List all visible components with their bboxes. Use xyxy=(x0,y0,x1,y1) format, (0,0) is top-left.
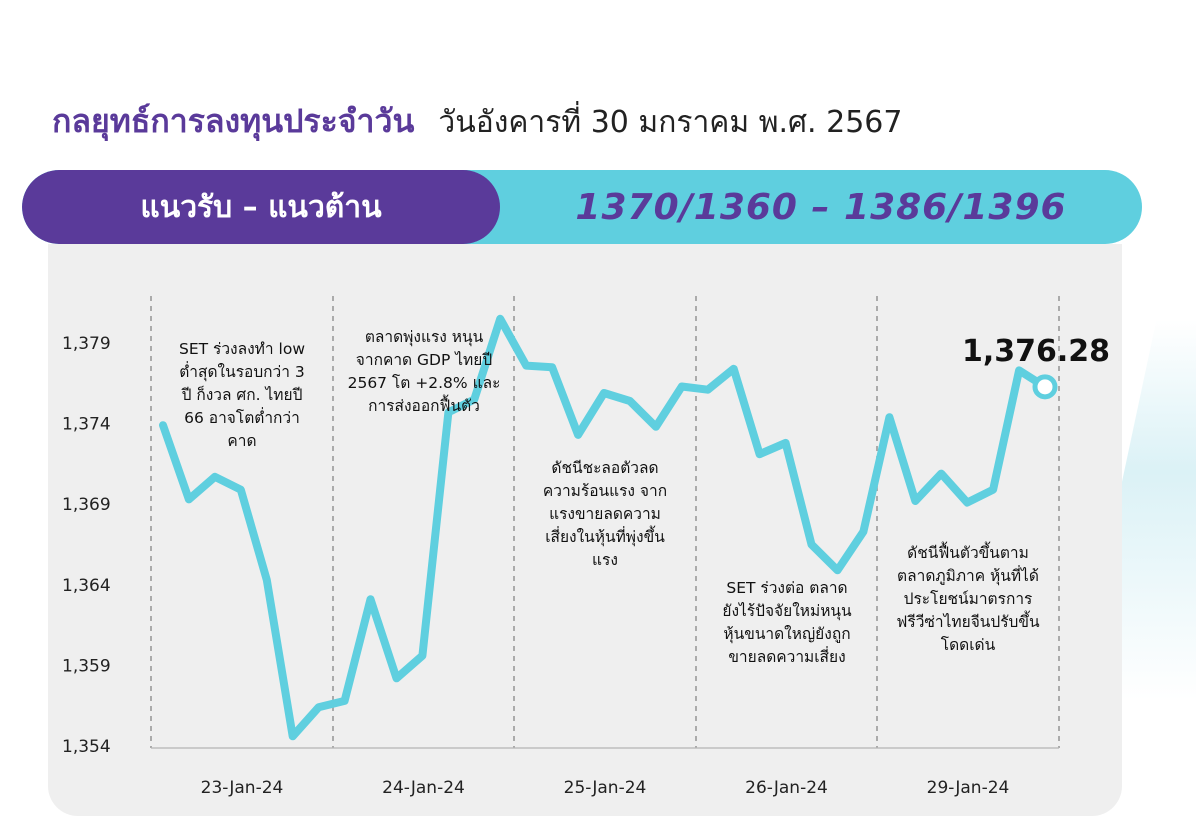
annotation-5: ดัชนีฟื้นตัวขึ้นตามตลาดภูมิภาค หุ้นที่ได… xyxy=(878,542,1058,657)
banner-value-area: 1370/1360 – 1386/1396 xyxy=(500,170,1142,244)
annotation-line: หุ้นขนาดใหญ่ยังถูก xyxy=(723,625,851,643)
annotation-line: ความร้อนแรง จาก xyxy=(542,482,668,500)
x-tick-label: 23-Jan-24 xyxy=(201,778,284,798)
page-title: กลยุทธ์การลงทุนประจำวัน xyxy=(52,102,415,140)
annotation-line: ฟรีวีซ่าไทยจีนปรับขึ้น xyxy=(896,613,1040,631)
x-tick-label: 29-Jan-24 xyxy=(927,778,1010,798)
page-date: วันอังคารที่ 30 มกราคม พ.ศ. 2567 xyxy=(438,105,903,140)
annotation-line: โดดเด่น xyxy=(940,636,996,654)
x-tick-label: 25-Jan-24 xyxy=(564,778,647,798)
annotation-2: ตลาดพุ่งแรง หนุนจากคาด GDP ไทยปี 2567 โต … xyxy=(334,326,514,418)
annotation-line: 66 อาจโตต่ำกว่า xyxy=(184,409,300,427)
annotation-line: ปี ก็งวล ศก. ไทยปี xyxy=(181,386,303,404)
y-tick-label: 1,374 xyxy=(62,415,111,435)
last-point-marker xyxy=(1032,374,1058,400)
annotation-line: แรง xyxy=(592,551,618,569)
header: กลยุทธ์การลงทุนประจำวัน วันอังคารที่ 30 … xyxy=(52,96,902,146)
y-tick-label: 1,369 xyxy=(62,495,111,515)
annotation-line: ประโยชน์มาตรการ xyxy=(903,590,1033,608)
y-tick-label: 1,359 xyxy=(62,656,111,676)
y-tick-label: 1,354 xyxy=(62,737,111,757)
annotation-line: SET ร่วงต่อ ตลาด xyxy=(726,579,848,597)
annotation-line: ตลาดภูมิภาค หุ้นที่ได้ xyxy=(897,567,1039,585)
support-resistance-value: 1370/1360 – 1386/1396 xyxy=(575,186,1067,228)
annotation-1: SET ร่วงลงทำ low ต่ำสุดในรอบกว่า 3 ปี ก็งว… xyxy=(152,338,332,453)
annotation-line: SET ร่วงลงทำ low xyxy=(178,340,305,358)
x-tick-label: 26-Jan-24 xyxy=(745,778,828,798)
annotation-line: ตลาดพุ่งแรง หนุน xyxy=(364,328,484,346)
annotation-4: SET ร่วงต่อ ตลาดยังไร้ปัจจัยใหม่หนุนหุ้น… xyxy=(697,577,877,669)
annotation-line: ต่ำสุดในรอบกว่า 3 xyxy=(179,363,305,381)
support-resistance-label: แนวรับ – แนวต้าน xyxy=(140,189,382,225)
series-line xyxy=(159,314,1049,741)
annotation-line: ดัชนีฟื้นตัวขึ้นตาม xyxy=(907,544,1029,562)
annotation-line: เสี่ยงในหุ้นที่พุ่งขึ้น xyxy=(545,528,665,546)
x-tick-label: 24-Jan-24 xyxy=(382,778,465,798)
chart-panel xyxy=(48,244,1122,816)
annotation-line: ยังไร้ปัจจัยใหม่หนุน xyxy=(722,602,852,620)
annotation-line: แรงขายลดความ xyxy=(549,505,661,523)
annotation-line: 2567 โต +2.8% และ xyxy=(347,374,501,392)
annotation-line: ดัชนีชะลอตัวลด xyxy=(551,459,659,477)
banner-label-pill: แนวรับ – แนวต้าน xyxy=(22,170,500,244)
annotation-line: ขายลดความเสี่ยง xyxy=(728,648,846,666)
last-value-label: 1,376.28 xyxy=(962,334,1111,369)
annotation-line: คาด xyxy=(227,432,257,450)
support-resistance-banner: 1370/1360 – 1386/1396 แนวรับ – แนวต้าน xyxy=(22,170,1142,244)
annotation-line: การส่งออกฟื้นตัว xyxy=(368,397,480,415)
annotation-3: ดัชนีชะลอตัวลดความร้อนแรง จากแรงขายลดควา… xyxy=(515,457,695,572)
y-tick-label: 1,364 xyxy=(62,576,111,596)
annotation-line: จากคาด GDP ไทยปี xyxy=(355,351,493,369)
y-tick-label: 1,379 xyxy=(62,334,111,354)
